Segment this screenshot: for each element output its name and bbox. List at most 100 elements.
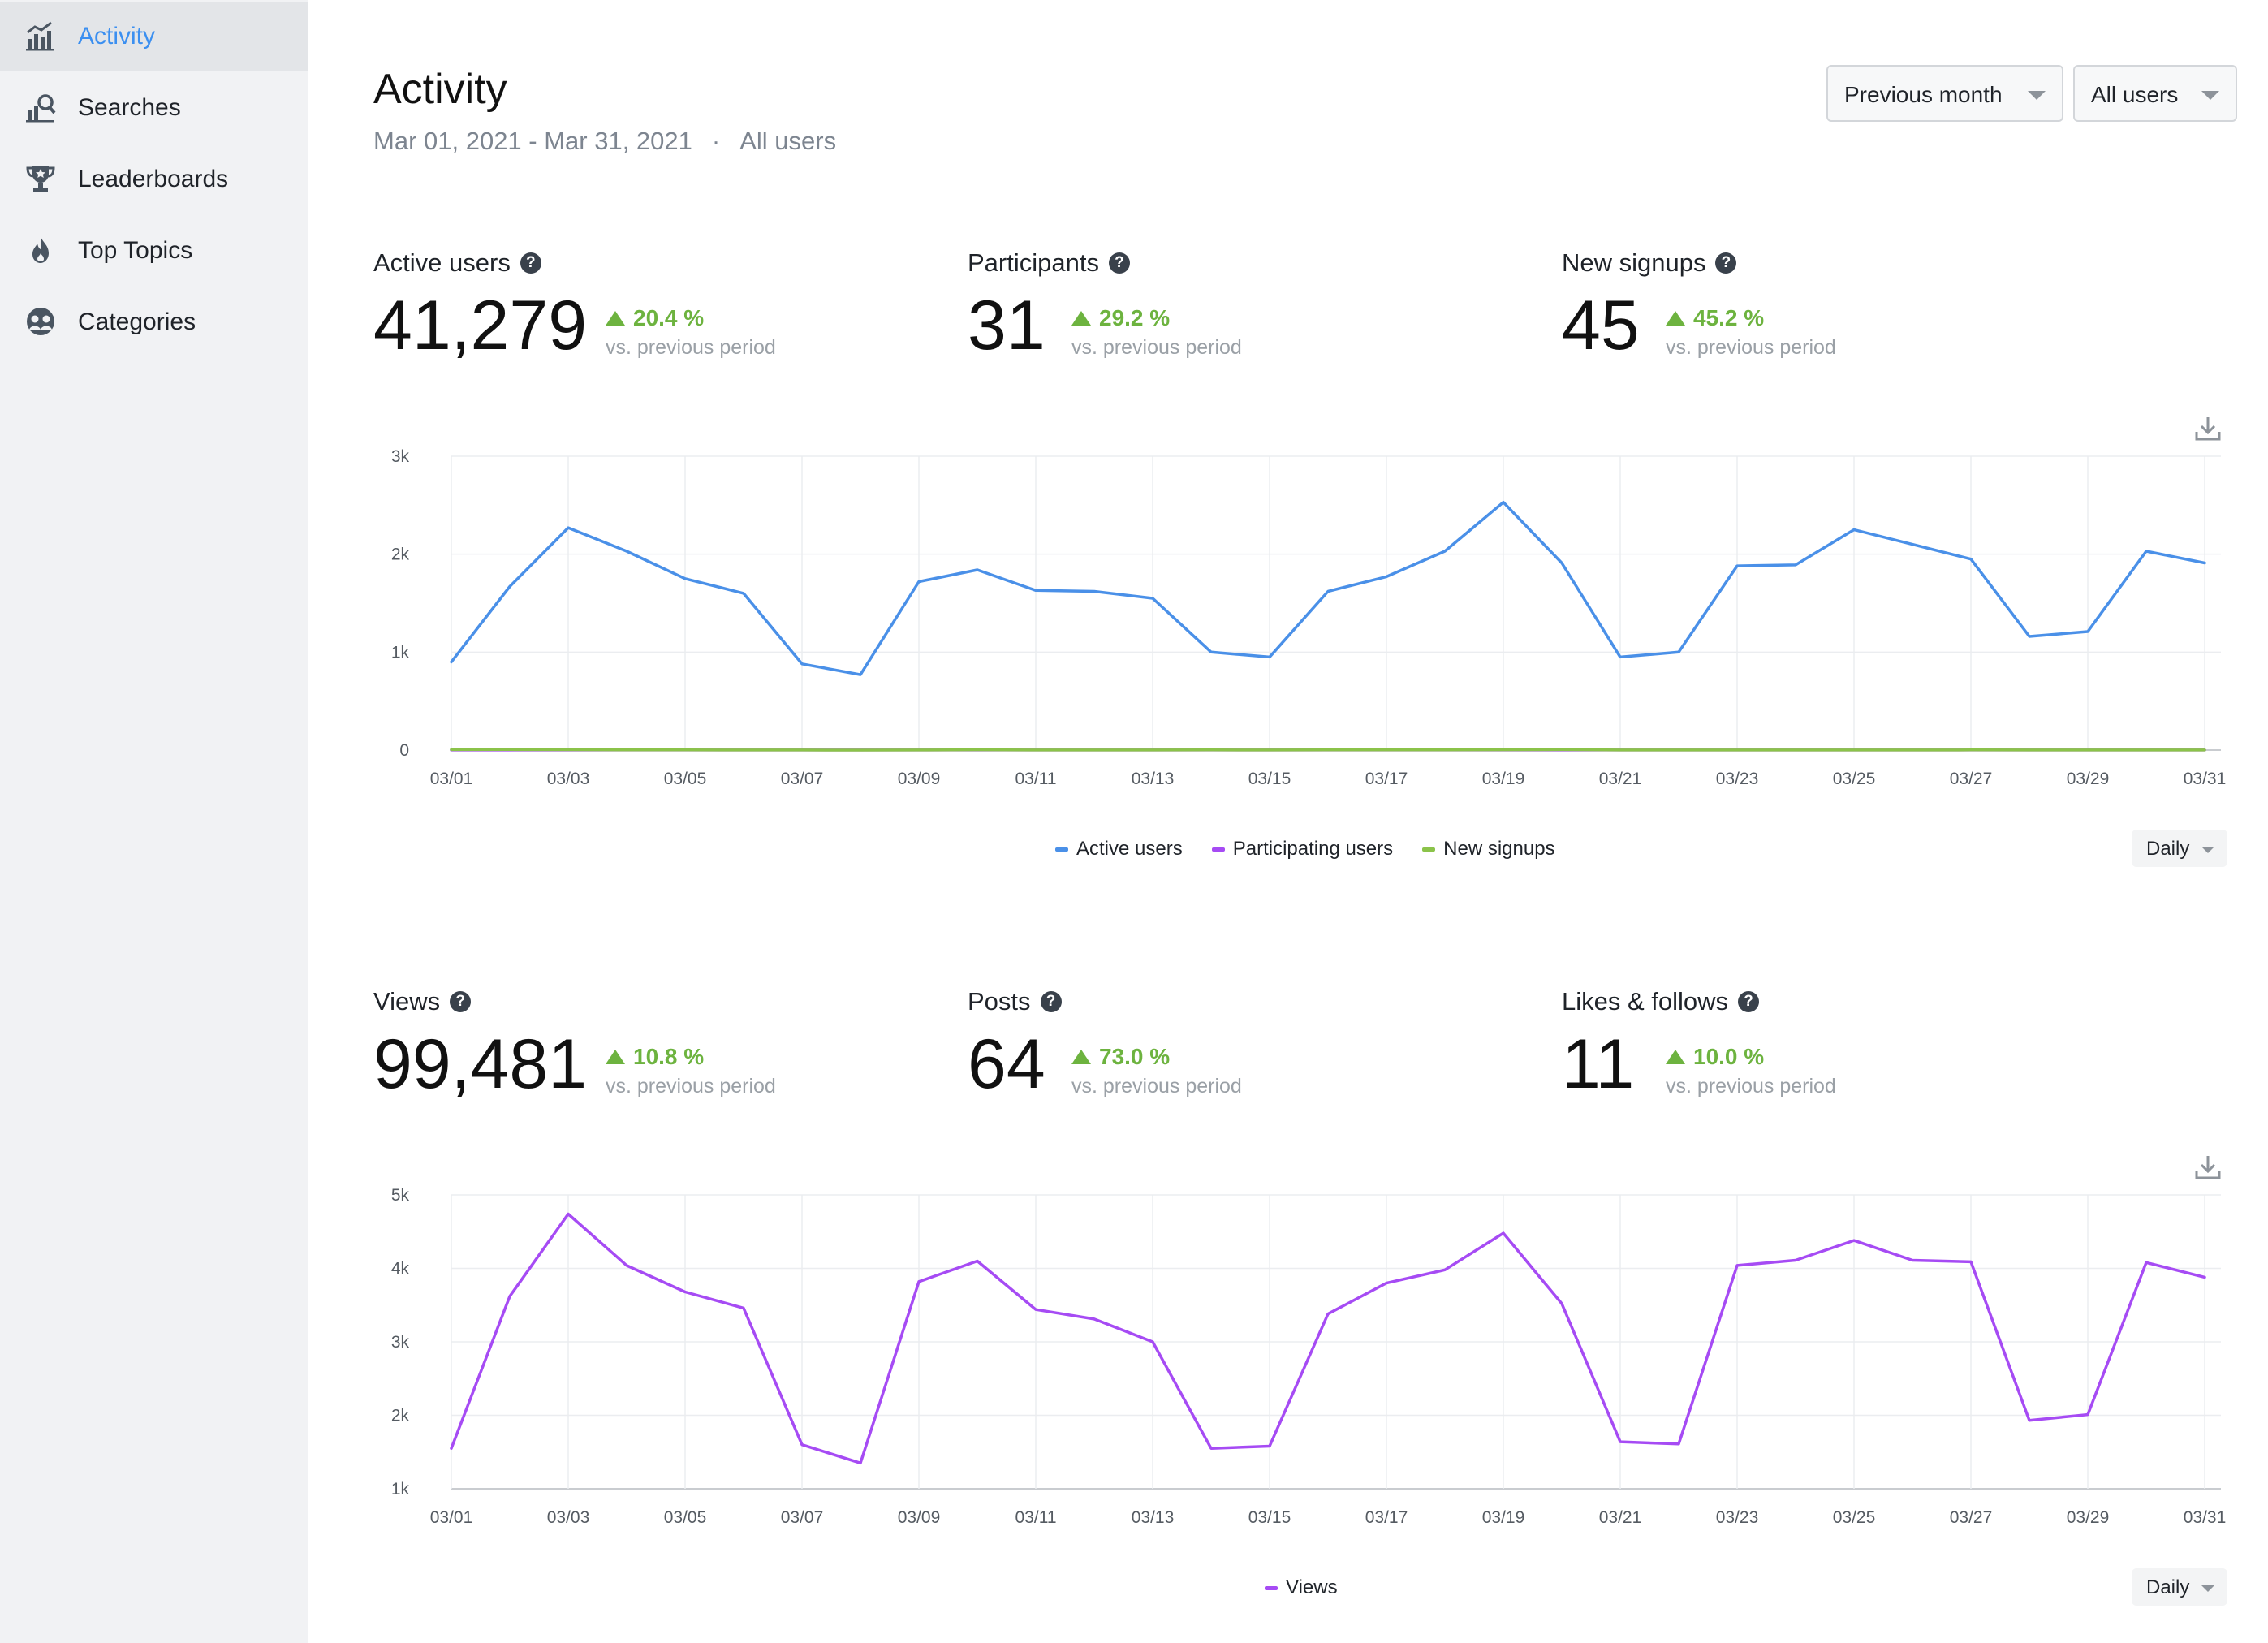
stat-change-value: 29.2 % [1099,305,1171,330]
stat-comparison: vs. previous period [606,336,776,359]
x-tick-label: 03/01 [430,1508,473,1527]
help-icon[interactable]: ? [520,252,541,274]
sidebar-item-top-topics[interactable]: Top Topics [0,216,308,286]
arrow-up-icon [606,311,625,326]
period-select[interactable]: Previous month [1826,65,2063,122]
legend-item-participating-users[interactable]: Participating users [1211,838,1394,860]
x-tick-label: 03/05 [664,770,707,788]
views-line-chart: 1k 2k 3k 4k 5k 03/01 03/03 03/05 03/07 03/09 03/11… [391,1186,2226,1527]
date-range: Mar 01, 2021 - Mar 31, 2021 [373,127,692,155]
arrow-up-icon [606,1050,625,1064]
sidebar-item-categories[interactable]: Categories [0,287,308,357]
sidebar-item-label: Top Topics [78,237,193,264]
stat-change: 29.2 % [1071,305,1170,331]
sidebar-item-searches[interactable]: Searches [0,73,308,143]
x-tick-label: 03/07 [781,770,824,788]
legend-label: Participating users [1232,838,1394,860]
y-tick-label: 1k [391,643,410,662]
date-range-subtitle: Mar 01, 2021 - Mar 31, 2021 · All users [373,127,836,156]
legend-item-views[interactable]: Views [1265,1576,1338,1599]
help-icon[interactable]: ? [450,991,472,1012]
stat-value: 45 [1562,287,1640,364]
stat-value: 11 [1562,1025,1635,1103]
y-tick-label: 3k [391,447,410,466]
y-tick-label: 5k [391,1186,410,1205]
stat-change: 45.2 % [1666,305,1764,331]
x-tick-label: 03/05 [664,1508,707,1527]
chevron-down-icon [2201,847,2214,853]
search-chart-icon [26,94,56,123]
help-icon[interactable]: ? [1040,991,1062,1012]
x-tick-label: 03/03 [547,770,590,788]
stat-comparison: vs. previous period [1666,336,1836,359]
x-tick-label: 03/25 [1833,770,1876,788]
stat-change: 10.0 % [1666,1044,1764,1070]
interval-select[interactable]: Daily [2132,830,2227,867]
download-icon[interactable] [2193,414,2223,443]
users-select-value: All users [2091,82,2179,107]
activity-line-chart: 0 1k 2k 3k 03/01 03/03 03/05 03/07 03/09 03/11 03/… [391,447,2227,788]
x-tick-label: 03/09 [898,1508,941,1527]
stat-value: 31 [968,287,1046,364]
legend-label: New signups [1443,838,1555,860]
sidebar-item-label: Categories [78,308,196,335]
stat-comparison: vs. previous period [1071,1075,1242,1097]
arrow-up-icon [1071,1050,1091,1064]
x-tick-label: 03/29 [2067,770,2110,788]
stat-change-value: 10.8 % [633,1044,705,1069]
stat-change: 73.0 % [1071,1044,1170,1070]
interval-select-value: Daily [2146,1576,2190,1598]
x-tick-label: 03/31 [2184,770,2227,788]
help-icon[interactable]: ? [1715,252,1737,274]
period-select-value: Previous month [1844,82,2003,107]
arrow-up-icon [1666,1050,1685,1064]
users-select[interactable]: All users [2073,65,2237,122]
stat-change-value: 45.2 % [1693,305,1765,330]
series-line-views [450,1212,2206,1465]
x-tick-label: 03/17 [1365,770,1408,788]
x-tick-label: 03/11 [1015,1508,1057,1527]
x-tick-label: 03/15 [1248,770,1291,788]
y-tick-label: 2k [391,546,410,564]
x-tick-label: 03/15 [1248,1508,1291,1527]
legend-label: Views [1286,1576,1338,1598]
sidebar-item-activity[interactable]: Activity [0,2,308,71]
y-tick-label: 2k [391,1407,410,1425]
legend-item-active-users[interactable]: Active users [1055,838,1183,860]
audience-label: All users [739,127,837,155]
x-tick-label: 03/13 [1132,770,1175,788]
x-tick-label: 03/27 [1950,1508,1993,1527]
x-tick-label: 03/03 [547,1508,590,1527]
x-tick-label: 03/01 [430,770,473,788]
stat-label: New signups [1562,248,1706,277]
stat-comparison: vs. previous period [606,1075,776,1097]
help-icon[interactable]: ? [1738,991,1760,1012]
stat-change-value: 20.4 % [633,305,705,330]
x-tick-label: 03/17 [1365,1508,1408,1527]
y-tick-label: 1k [391,1480,410,1499]
y-tick-label: 4k [391,1260,410,1279]
legend-item-new-signups[interactable]: New signups [1422,838,1555,860]
stat-comparison: vs. previous period [1071,336,1242,359]
separator-dot: · [711,127,721,155]
chart-legend: Active users Participating users New sig… [1055,838,1555,860]
people-icon [27,308,54,335]
series-line-active-users [450,500,2206,676]
stat-comparison: vs. previous period [1666,1075,1836,1097]
stat-label: Participants [968,248,1099,277]
interval-select[interactable]: Daily [2132,1568,2227,1606]
x-tick-label: 03/23 [1716,1508,1759,1527]
x-tick-label: 03/11 [1015,770,1057,788]
series-line-new-signups [450,748,2206,752]
chevron-down-icon [2028,91,2046,100]
x-tick-label: 03/23 [1716,770,1759,788]
chevron-down-icon [2201,91,2219,100]
stat-change: 20.4 % [606,305,704,331]
sidebar-item-leaderboards[interactable]: Leaderboards [0,144,308,214]
download-icon[interactable] [2193,1153,2223,1182]
legend-swatch [1055,847,1068,852]
help-icon[interactable]: ? [1108,252,1130,274]
y-tick-label: 0 [399,741,409,760]
legend-swatch [1265,1585,1278,1590]
bar-chart-icon [26,21,54,51]
